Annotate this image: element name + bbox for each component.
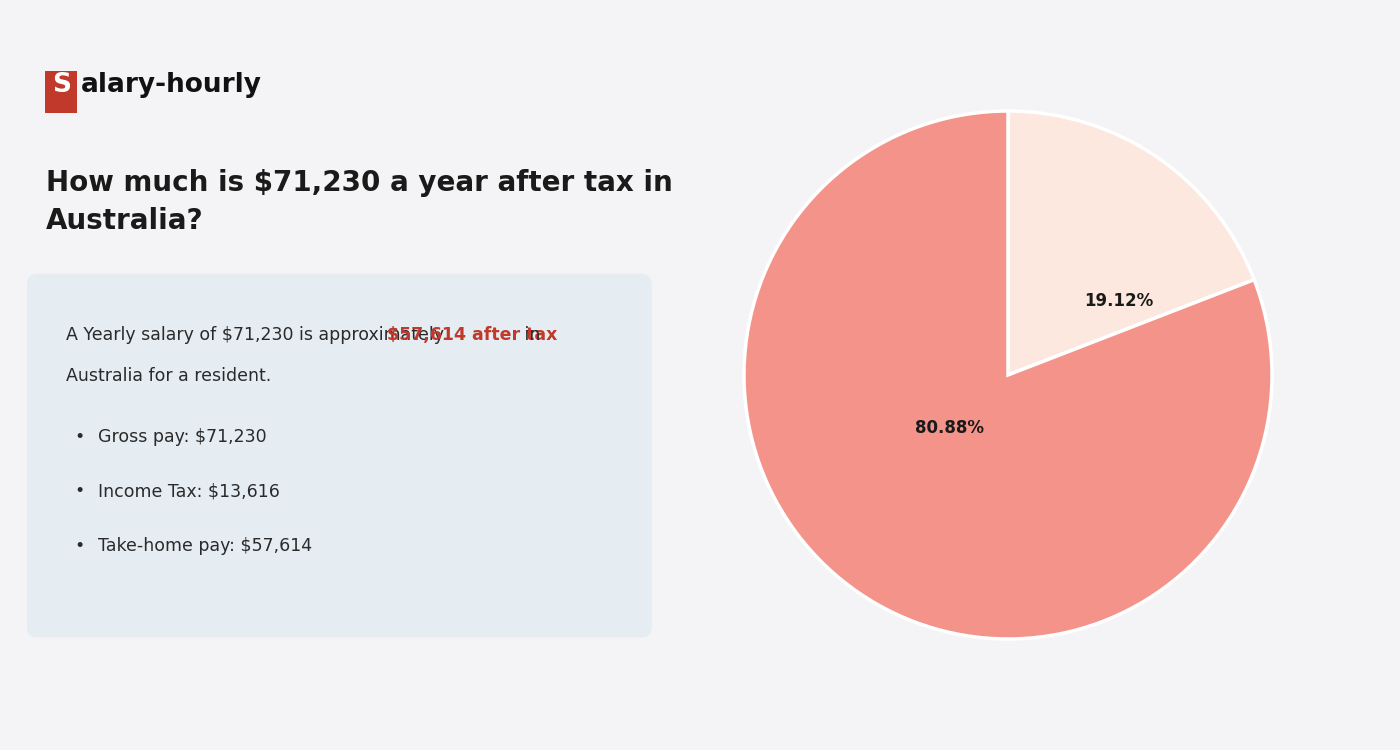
Text: Income Tax: $13,616: Income Tax: $13,616: [98, 482, 280, 500]
Text: •: •: [74, 482, 84, 500]
Wedge shape: [1008, 111, 1254, 375]
Text: •: •: [74, 427, 84, 445]
Text: $57,614 after tax: $57,614 after tax: [386, 326, 557, 344]
Wedge shape: [743, 111, 1273, 639]
Text: Australia for a resident.: Australia for a resident.: [66, 367, 272, 385]
Text: •: •: [74, 537, 84, 555]
Text: S: S: [52, 73, 70, 98]
Text: A Yearly salary of $71,230 is approximately: A Yearly salary of $71,230 is approximat…: [66, 326, 449, 344]
Text: in: in: [519, 326, 540, 344]
Text: alary-hourly: alary-hourly: [81, 73, 262, 98]
Text: 19.12%: 19.12%: [1084, 292, 1154, 310]
Text: Take-home pay: $57,614: Take-home pay: $57,614: [98, 537, 312, 555]
Text: Gross pay: $71,230: Gross pay: $71,230: [98, 427, 267, 445]
Text: How much is $71,230 a year after tax in
Australia?: How much is $71,230 a year after tax in …: [46, 169, 672, 235]
FancyBboxPatch shape: [27, 274, 652, 638]
Text: 80.88%: 80.88%: [916, 419, 984, 436]
FancyBboxPatch shape: [45, 70, 77, 113]
